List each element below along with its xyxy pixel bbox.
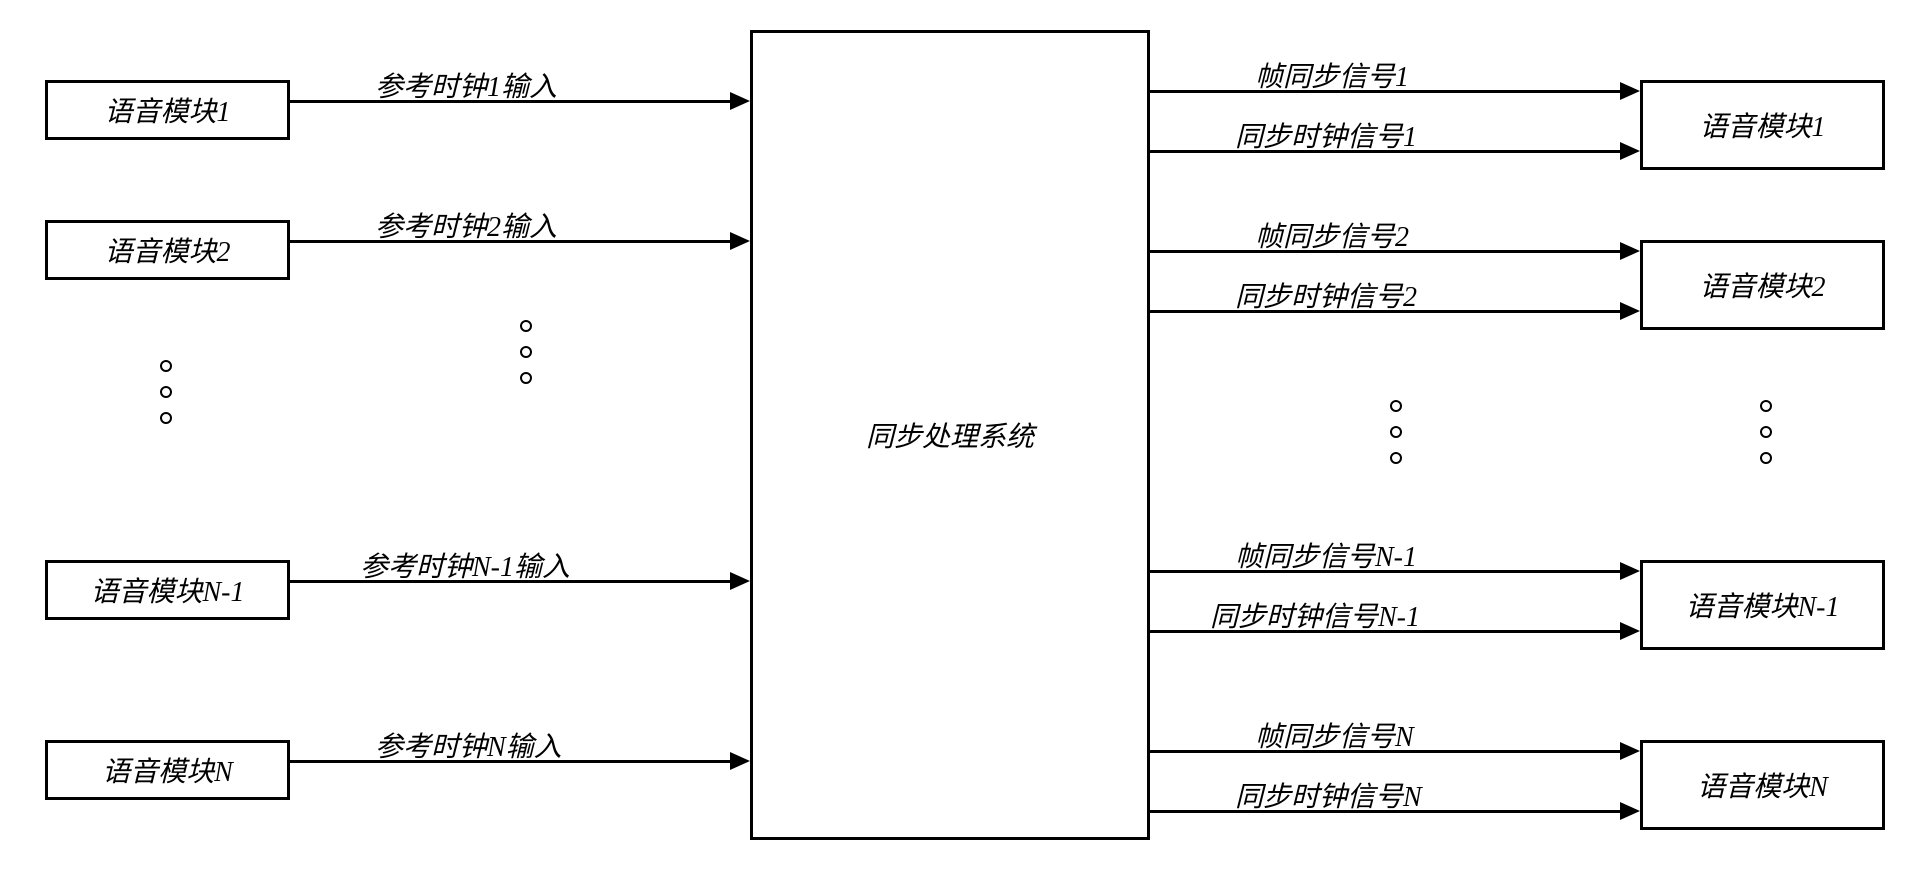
right-arrow-na-label: 帧同步信号N bbox=[1255, 715, 1414, 755]
left-arrow-2-head bbox=[730, 232, 750, 250]
left-box-n: 语音模块N bbox=[45, 740, 290, 800]
right-arrow-2b-label: 同步时钟信号2 bbox=[1235, 275, 1417, 315]
center-box-label: 同步处理系统 bbox=[866, 415, 1034, 455]
right-arrow-1b-label: 同步时钟信号1 bbox=[1235, 115, 1417, 155]
left-arrow-n-label: 参考时钟N输入 bbox=[375, 725, 562, 765]
right-arrow-1b-head bbox=[1620, 142, 1640, 160]
vdots-left-boxes bbox=[160, 360, 172, 424]
right-arrow-2a-label: 帧同步信号2 bbox=[1255, 215, 1409, 255]
right-box-2: 语音模块2 bbox=[1640, 240, 1885, 330]
center-box: 同步处理系统 bbox=[750, 30, 1150, 840]
vdots-left-arrows bbox=[520, 320, 532, 384]
left-arrow-nm1-label: 参考时钟N-1输入 bbox=[360, 545, 570, 585]
vdots-right-arrows bbox=[1390, 400, 1402, 464]
right-box-nm1: 语音模块N-1 bbox=[1640, 560, 1885, 650]
right-box-2-label: 语音模块2 bbox=[1699, 265, 1825, 305]
right-arrow-1a-head bbox=[1620, 82, 1640, 100]
right-box-1-label: 语音模块1 bbox=[1699, 105, 1825, 145]
right-box-n-label: 语音模块N bbox=[1697, 765, 1828, 805]
right-arrow-nm1a-head bbox=[1620, 562, 1640, 580]
left-arrow-n-head bbox=[730, 752, 750, 770]
right-arrow-na-head bbox=[1620, 742, 1640, 760]
right-arrow-nm1a-label: 帧同步信号N-1 bbox=[1235, 535, 1417, 575]
left-box-nm1: 语音模块N-1 bbox=[45, 560, 290, 620]
left-arrow-nm1-head bbox=[730, 572, 750, 590]
right-arrow-nb-head bbox=[1620, 802, 1640, 820]
left-arrow-1-label: 参考时钟1输入 bbox=[375, 65, 557, 105]
left-arrow-2-label: 参考时钟2输入 bbox=[375, 205, 557, 245]
right-arrow-1a-label: 帧同步信号1 bbox=[1255, 55, 1409, 95]
right-box-nm1-label: 语音模块N-1 bbox=[1685, 585, 1839, 625]
left-box-nm1-label: 语音模块N-1 bbox=[90, 570, 244, 610]
left-box-n-label: 语音模块N bbox=[102, 750, 233, 790]
left-box-1: 语音模块1 bbox=[45, 80, 290, 140]
right-arrow-2a-head bbox=[1620, 242, 1640, 260]
vdots-right-boxes bbox=[1760, 400, 1772, 464]
left-arrow-1-head bbox=[730, 92, 750, 110]
right-arrow-nb-label: 同步时钟信号N bbox=[1235, 775, 1422, 815]
left-box-1-label: 语音模块1 bbox=[104, 90, 230, 130]
right-arrow-nm1b-label: 同步时钟信号N-1 bbox=[1210, 595, 1420, 635]
left-box-2: 语音模块2 bbox=[45, 220, 290, 280]
right-arrow-2b-head bbox=[1620, 302, 1640, 320]
right-box-n: 语音模块N bbox=[1640, 740, 1885, 830]
right-arrow-nm1b-head bbox=[1620, 622, 1640, 640]
sync-system-diagram: 同步处理系统 语音模块1 语音模块2 语音模块N-1 语音模块N 语音模块1 语… bbox=[20, 20, 1927, 863]
right-box-1: 语音模块1 bbox=[1640, 80, 1885, 170]
left-box-2-label: 语音模块2 bbox=[104, 230, 230, 270]
